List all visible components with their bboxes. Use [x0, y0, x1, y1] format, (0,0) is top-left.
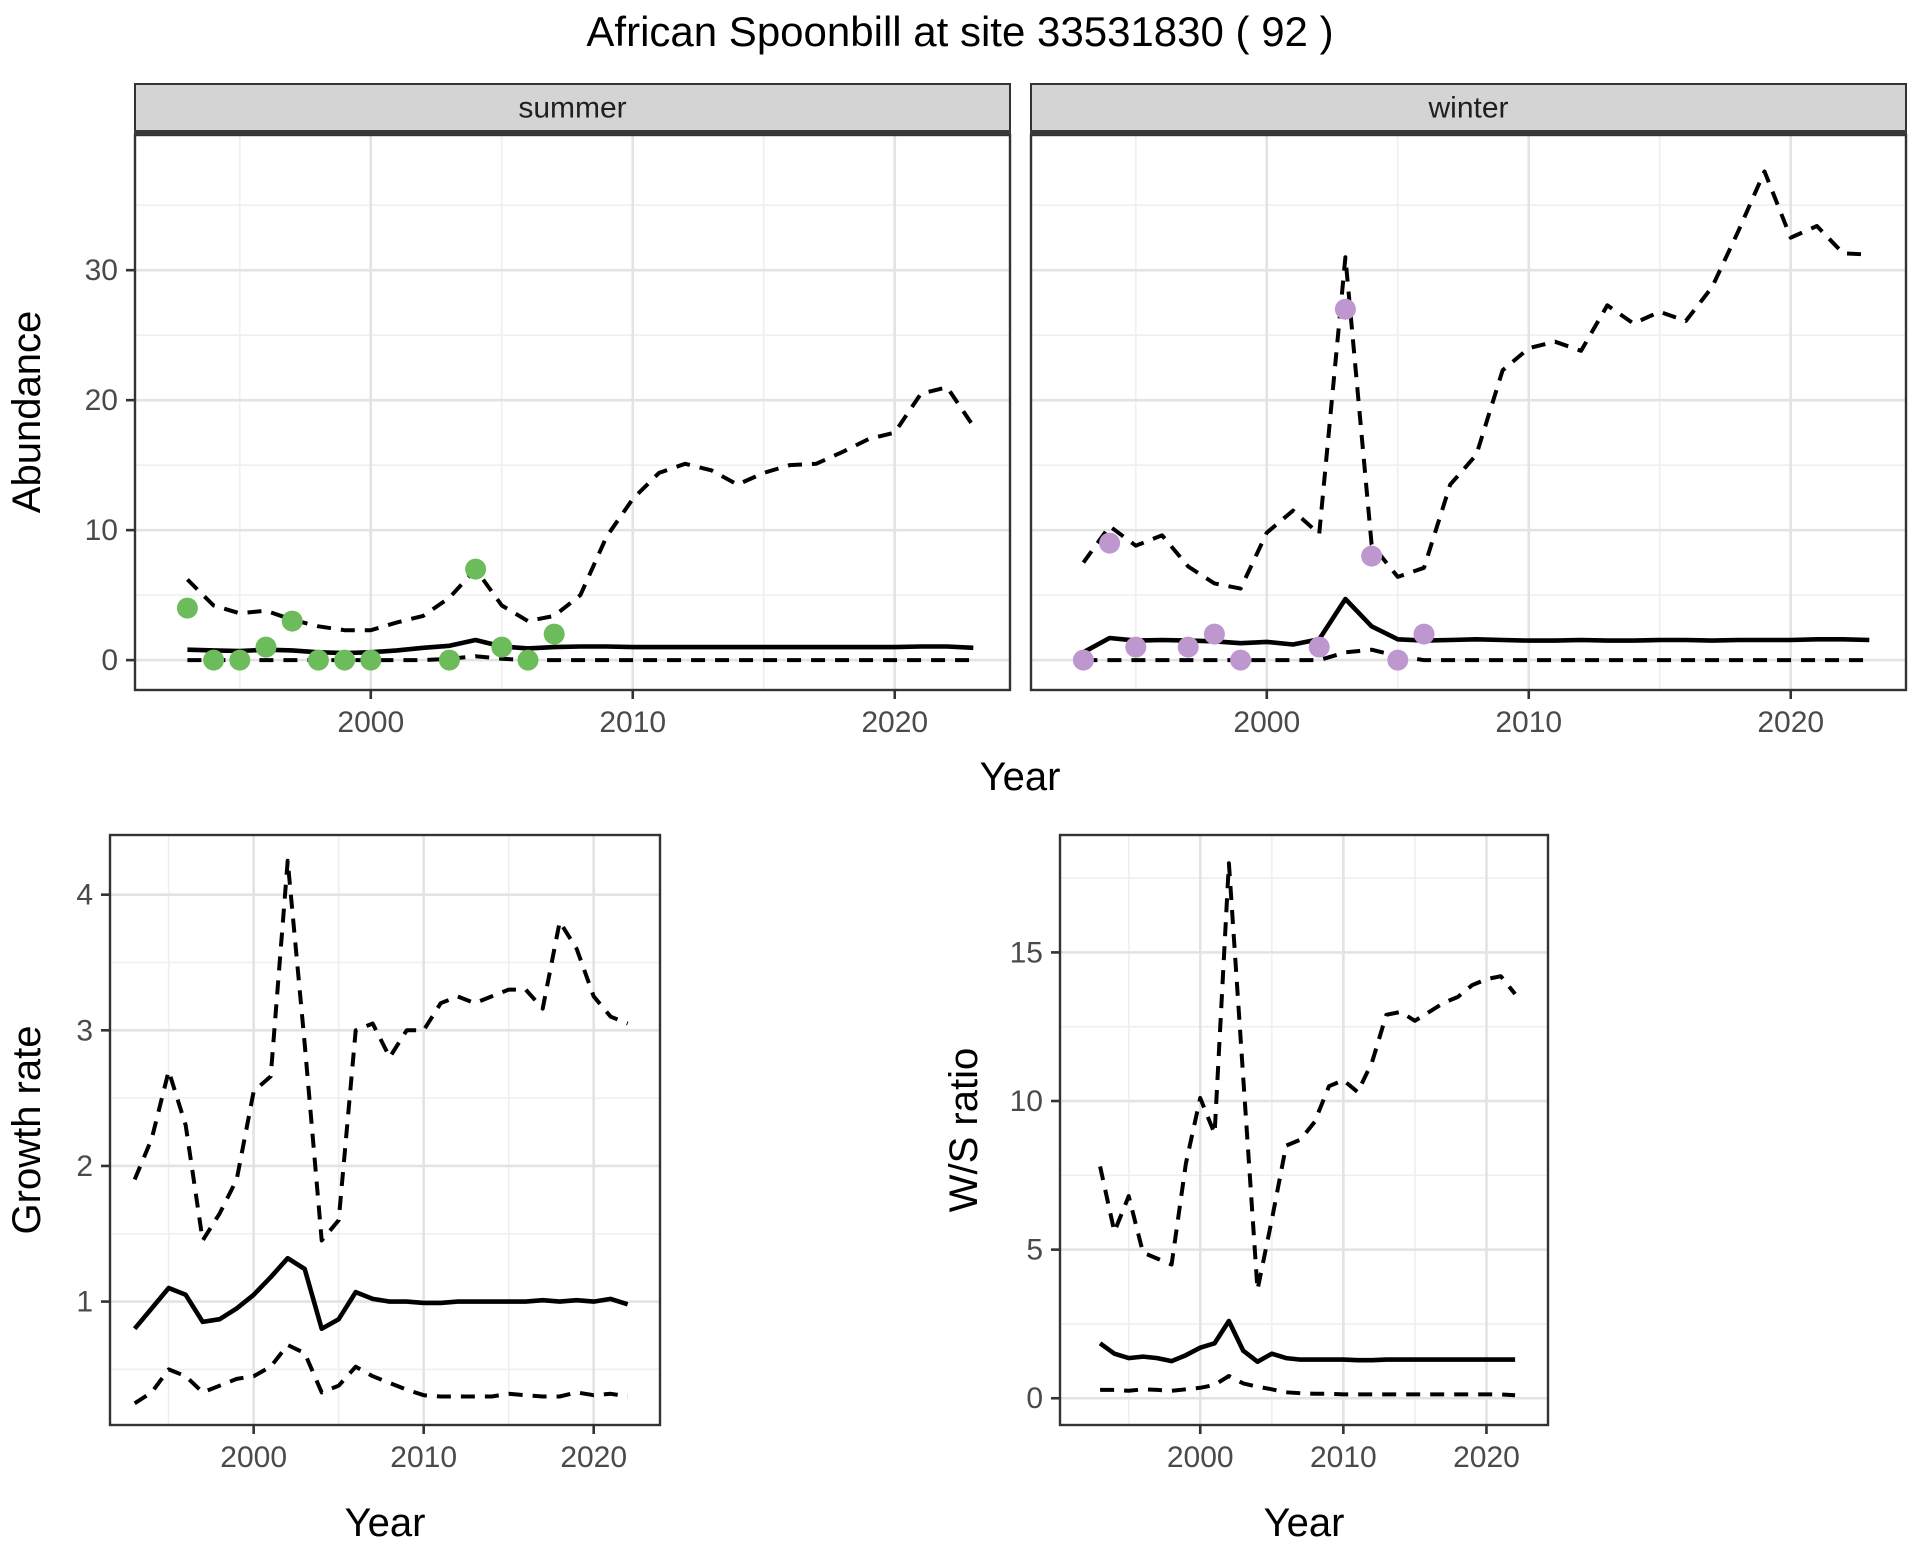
- facet-strip-label-summer: summer: [518, 92, 626, 125]
- data-point: [465, 558, 487, 580]
- data-point: [517, 649, 539, 671]
- upper-ci-line: [1081, 169, 1870, 591]
- y-tick-label: 0: [101, 644, 118, 677]
- data-layer: [176, 385, 975, 671]
- data-point: [1387, 649, 1409, 671]
- data-point: [1230, 649, 1252, 671]
- data-point: [281, 610, 303, 632]
- facet-strip: [134, 83, 1011, 132]
- x-tick-label: 2020: [1453, 1441, 1520, 1474]
- panel-border: [1058, 833, 1550, 1427]
- data-point: [1308, 636, 1330, 658]
- data-point: [1177, 636, 1199, 658]
- data-point: [203, 649, 225, 671]
- median-line: [1098, 1318, 1516, 1364]
- y-axis-title-growth-rate: Growth rate: [5, 1026, 49, 1235]
- data-point: [438, 649, 460, 671]
- x-tick-label: 2000: [337, 706, 404, 739]
- x-axis-title-year-ws: Year: [1264, 1501, 1345, 1545]
- lower-ci-line: [1083, 647, 1870, 663]
- y-tick-label: 10: [85, 514, 118, 547]
- panel-growth_rate: 2000 2010 2020 1 2 3 4: [76, 833, 662, 1474]
- panel-background: [135, 135, 1010, 690]
- y-tick-label: 5: [1026, 1234, 1043, 1267]
- panel-background: [110, 835, 660, 1425]
- y-tick-label: 4: [76, 879, 93, 912]
- data-point: [1334, 298, 1356, 320]
- facet-strip-band: [1030, 130, 1907, 135]
- data-point: [1072, 649, 1094, 671]
- x-tick-label: 2010: [599, 706, 666, 739]
- data-point: [229, 649, 251, 671]
- data-point: [1413, 623, 1435, 645]
- data-point: [334, 649, 356, 671]
- data-point: [1203, 623, 1225, 645]
- y-tick-label: 10: [1010, 1085, 1043, 1118]
- upper-ci-line: [185, 385, 975, 633]
- x-axis-title-year-growth: Year: [345, 1501, 426, 1545]
- data-point: [1361, 545, 1383, 567]
- y-tick-label: 0: [1026, 1382, 1043, 1415]
- median-line: [132, 1255, 629, 1331]
- y-tick-label: 15: [1010, 936, 1043, 969]
- x-tick-label: 2000: [1167, 1441, 1234, 1474]
- upper-ci-line: [132, 858, 629, 1243]
- x-tick-label: 2020: [861, 706, 928, 739]
- data-point: [543, 623, 565, 645]
- y-tick-label: 3: [76, 1014, 93, 1047]
- panel-border: [108, 833, 662, 1427]
- x-tick-label: 2010: [1310, 1441, 1377, 1474]
- y-tick-label: 30: [85, 254, 118, 287]
- data-layer: [1072, 169, 1870, 671]
- data-point: [491, 636, 513, 658]
- x-axis-title-year-top: Year: [980, 755, 1061, 799]
- lower-ci-line: [133, 1343, 629, 1405]
- upper-ci-line: [1098, 861, 1517, 1292]
- panel-abundance_winter: 2000 2010 2020 winter: [1029, 83, 1908, 739]
- x-tick-label: 2010: [1495, 706, 1562, 739]
- data-point: [176, 597, 198, 619]
- x-tick-label: 2010: [390, 1441, 457, 1474]
- panel-background: [1060, 835, 1548, 1425]
- panel-abundance_summer: 2000 2010 2020 0 10 20 30 summer: [85, 83, 1012, 739]
- y-tick-label: 2: [76, 1150, 93, 1183]
- data-point: [255, 636, 277, 658]
- facet-strip-label-winter: winter: [1427, 92, 1508, 125]
- data-layer: [1098, 861, 1517, 1398]
- x-tick-label: 2000: [220, 1441, 287, 1474]
- y-axis-title-ws-ratio: W/S ratio: [942, 1048, 986, 1212]
- data-point: [307, 649, 329, 671]
- y-tick-label: 1: [76, 1286, 93, 1319]
- data-point: [1099, 532, 1121, 554]
- data-point: [360, 649, 382, 671]
- x-tick-label: 2020: [1757, 706, 1824, 739]
- data-point: [1125, 636, 1147, 658]
- facet-strip-band: [134, 130, 1011, 135]
- plot-title: African Spoonbill at site 33531830 ( 92 …: [586, 8, 1333, 55]
- panel-background: [1031, 135, 1906, 690]
- panel-ws_ratio: 2000 2010 2020 0 5 10 15: [1010, 833, 1550, 1474]
- y-tick-label: 20: [85, 384, 118, 417]
- data-layer: [132, 858, 629, 1405]
- y-axis-title-abundance: Abundance: [5, 311, 49, 513]
- x-tick-label: 2000: [1233, 706, 1300, 739]
- x-tick-label: 2020: [560, 1441, 627, 1474]
